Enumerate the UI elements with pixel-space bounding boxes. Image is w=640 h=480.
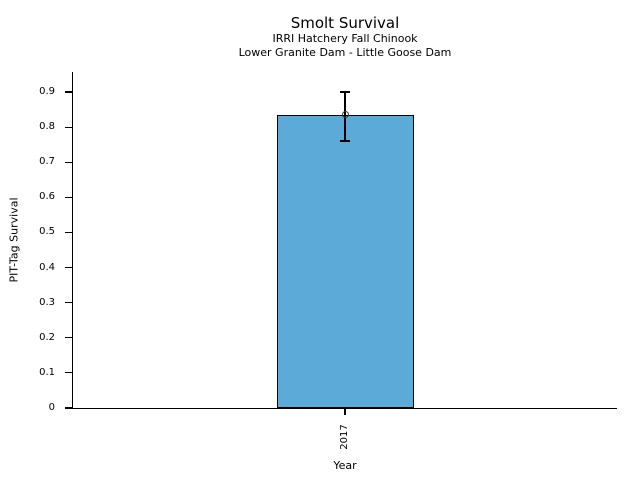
error-bar-cap-bottom xyxy=(340,140,350,142)
y-tick-label: 0.5 xyxy=(39,226,55,238)
y-tick-label: 0.7 xyxy=(39,156,55,168)
plot-area: 0 0.1 0.2 0.3 0.4 0.5 0.6 0.7 0.8 0.9 2017 xyxy=(39,72,617,450)
y-tick-label: 0.9 xyxy=(39,86,55,97)
y-tick-mark xyxy=(64,161,72,163)
bar-2017 xyxy=(276,114,414,408)
y-tick-mark xyxy=(64,91,72,93)
y-tick-mark xyxy=(64,196,72,198)
y-tick-label: 0.2 xyxy=(39,331,55,343)
y-tick-mark xyxy=(64,266,72,269)
y-axis-spine xyxy=(71,72,73,409)
chart-title: Smolt Survival xyxy=(290,14,400,32)
y-tick-label: 0 xyxy=(48,402,55,413)
y-tick-label: 0.1 xyxy=(39,366,55,378)
y-tick-mark xyxy=(64,407,72,409)
x-axis-label: Year xyxy=(333,459,357,472)
y-tick-mark xyxy=(64,231,72,234)
x-axis-spine xyxy=(71,408,617,410)
data-point-marker xyxy=(341,111,349,119)
y-tick-label: 0.8 xyxy=(39,121,55,133)
y-tick-mark xyxy=(64,126,72,128)
x-tick-label: 2017 xyxy=(339,424,350,450)
y-tick-label: 0.6 xyxy=(39,191,55,203)
y-tick-mark xyxy=(64,337,72,339)
y-tick-label: 0.4 xyxy=(39,261,55,273)
y-tick-mark xyxy=(64,302,72,304)
x-tick-mark xyxy=(344,408,346,415)
chart-subtitle-line1: IRRI Hatchery Fall Chinook xyxy=(272,32,418,45)
y-tick-label: 0.3 xyxy=(39,296,55,308)
y-tick-mark xyxy=(64,372,72,374)
error-bar-cap-top xyxy=(340,91,350,93)
chart-subtitle-line2: Lower Granite Dam - Little Goose Dam xyxy=(238,46,452,59)
